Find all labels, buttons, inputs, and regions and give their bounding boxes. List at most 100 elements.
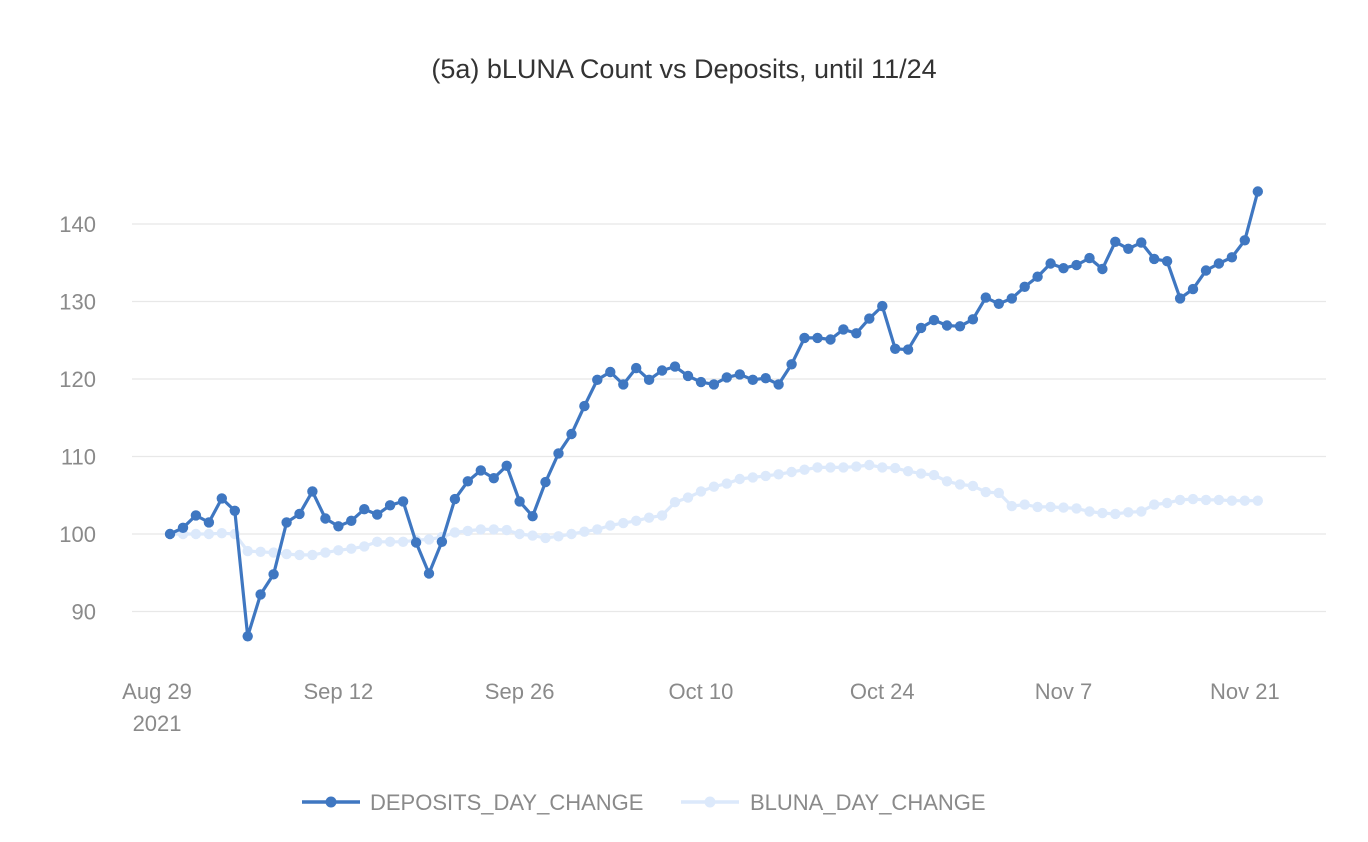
data-point-deposits_day_change-24[interactable] xyxy=(475,465,486,476)
data-point-deposits_day_change-69[interactable] xyxy=(1058,263,1069,274)
data-point-deposits_day_change-64[interactable] xyxy=(993,298,1004,309)
data-point-bluna_day_change-76[interactable] xyxy=(1149,499,1160,510)
data-point-deposits_day_change-32[interactable] xyxy=(579,400,590,412)
data-point-deposits_day_change-6[interactable] xyxy=(242,631,253,642)
data-point-deposits_day_change-46[interactable] xyxy=(760,373,771,384)
data-point-bluna_day_change-23[interactable] xyxy=(462,525,473,537)
data-point-deposits_day_change-41[interactable] xyxy=(695,376,707,388)
data-point-deposits_day_change-0[interactable] xyxy=(164,528,176,540)
data-point-bluna_day_change-17[interactable] xyxy=(384,536,396,547)
data-point-deposits_day_change-30[interactable] xyxy=(553,448,564,459)
data-point-bluna_day_change-6[interactable] xyxy=(242,545,253,557)
data-point-bluna_day_change-58[interactable] xyxy=(915,468,927,479)
data-point-bluna_day_change-75[interactable] xyxy=(1136,506,1147,517)
data-point-bluna_day_change-43[interactable] xyxy=(721,478,732,489)
data-point-deposits_day_change-57[interactable] xyxy=(902,344,914,355)
data-point-bluna_day_change-48[interactable] xyxy=(786,466,797,478)
data-point-bluna_day_change-63[interactable] xyxy=(980,486,991,498)
data-point-deposits_day_change-44[interactable] xyxy=(734,369,745,380)
data-point-deposits_day_change-27[interactable] xyxy=(514,496,525,507)
data-point-bluna_day_change-4[interactable] xyxy=(216,528,227,539)
data-point-bluna_day_change-41[interactable] xyxy=(695,486,707,497)
data-point-deposits_day_change-3[interactable] xyxy=(203,517,215,528)
data-point-bluna_day_change-46[interactable] xyxy=(760,470,771,482)
data-point-bluna_day_change-69[interactable] xyxy=(1058,502,1069,513)
data-point-deposits_day_change-34[interactable] xyxy=(605,366,616,378)
data-point-deposits_day_change-4[interactable] xyxy=(216,493,227,504)
data-point-deposits_day_change-42[interactable] xyxy=(708,379,720,390)
data-point-deposits_day_change-76[interactable] xyxy=(1149,253,1160,265)
data-point-deposits_day_change-84[interactable] xyxy=(1252,186,1264,197)
data-point-bluna_day_change-10[interactable] xyxy=(294,549,305,561)
legend-item-deposits[interactable]: DEPOSITS_DAY_CHANGE xyxy=(302,790,643,815)
data-point-bluna_day_change-18[interactable] xyxy=(397,536,409,547)
data-point-bluna_day_change-26[interactable] xyxy=(501,524,512,536)
data-point-bluna_day_change-45[interactable] xyxy=(747,472,758,483)
data-point-deposits_day_change-62[interactable] xyxy=(967,314,979,325)
data-point-bluna_day_change-67[interactable] xyxy=(1032,501,1043,513)
data-point-deposits_day_change-59[interactable] xyxy=(928,314,940,326)
data-point-bluna_day_change-20[interactable] xyxy=(423,534,435,545)
data-point-bluna_day_change-44[interactable] xyxy=(734,473,745,485)
data-point-deposits_day_change-7[interactable] xyxy=(255,589,266,600)
data-point-bluna_day_change-35[interactable] xyxy=(618,517,629,529)
data-point-deposits_day_change-19[interactable] xyxy=(410,537,422,548)
data-point-bluna_day_change-50[interactable] xyxy=(812,462,823,473)
data-point-bluna_day_change-68[interactable] xyxy=(1045,501,1056,513)
data-point-deposits_day_change-52[interactable] xyxy=(838,324,849,335)
data-point-bluna_day_change-2[interactable] xyxy=(190,528,202,540)
legend[interactable]: DEPOSITS_DAY_CHANGE BLUNA_DAY_CHANGE xyxy=(302,790,986,815)
data-point-bluna_day_change-71[interactable] xyxy=(1084,506,1095,517)
data-point-deposits_day_change-10[interactable] xyxy=(294,508,305,520)
data-point-bluna_day_change-52[interactable] xyxy=(838,462,849,473)
data-point-bluna_day_change-54[interactable] xyxy=(864,459,875,471)
data-point-deposits_day_change-54[interactable] xyxy=(864,313,875,324)
data-point-bluna_day_change-13[interactable] xyxy=(333,545,344,556)
data-point-deposits_day_change-35[interactable] xyxy=(618,379,629,390)
data-point-deposits_day_change-38[interactable] xyxy=(656,365,668,376)
data-point-deposits_day_change-17[interactable] xyxy=(384,500,396,511)
data-point-deposits_day_change-25[interactable] xyxy=(488,473,499,484)
data-point-bluna_day_change-64[interactable] xyxy=(993,487,1004,499)
data-point-bluna_day_change-81[interactable] xyxy=(1213,494,1225,506)
data-point-deposits_day_change-8[interactable] xyxy=(268,569,279,580)
data-point-deposits_day_change-73[interactable] xyxy=(1110,236,1121,247)
data-point-bluna_day_change-61[interactable] xyxy=(954,479,966,490)
data-point-bluna_day_change-53[interactable] xyxy=(851,461,862,472)
data-point-bluna_day_change-7[interactable] xyxy=(255,546,266,557)
data-point-bluna_day_change-57[interactable] xyxy=(902,466,914,477)
data-point-deposits_day_change-75[interactable] xyxy=(1136,237,1147,248)
data-point-bluna_day_change-34[interactable] xyxy=(605,520,616,531)
data-point-deposits_day_change-80[interactable] xyxy=(1200,265,1212,276)
data-point-bluna_day_change-16[interactable] xyxy=(372,536,383,547)
data-point-deposits_day_change-49[interactable] xyxy=(799,332,810,344)
data-point-bluna_day_change-27[interactable] xyxy=(514,528,525,540)
data-point-bluna_day_change-51[interactable] xyxy=(825,462,836,473)
data-point-deposits_day_change-67[interactable] xyxy=(1032,271,1043,282)
data-point-bluna_day_change-25[interactable] xyxy=(488,524,499,535)
data-point-bluna_day_change-33[interactable] xyxy=(592,524,603,535)
data-point-deposits_day_change-12[interactable] xyxy=(320,513,331,524)
data-point-deposits_day_change-36[interactable] xyxy=(631,362,642,374)
data-point-deposits_day_change-71[interactable] xyxy=(1084,252,1095,264)
data-point-deposits_day_change-70[interactable] xyxy=(1071,259,1082,271)
data-point-deposits_day_change-68[interactable] xyxy=(1045,258,1056,269)
data-point-deposits_day_change-11[interactable] xyxy=(307,486,318,497)
data-point-deposits_day_change-40[interactable] xyxy=(682,370,694,382)
data-point-deposits_day_change-79[interactable] xyxy=(1187,283,1199,295)
data-point-bluna_day_change-47[interactable] xyxy=(773,469,784,480)
data-point-deposits_day_change-56[interactable] xyxy=(890,343,901,354)
data-point-bluna_day_change-84[interactable] xyxy=(1252,495,1264,506)
data-point-deposits_day_change-9[interactable] xyxy=(281,517,292,528)
data-point-bluna_day_change-56[interactable] xyxy=(890,462,901,474)
data-point-deposits_day_change-39[interactable] xyxy=(669,361,681,372)
data-point-deposits_day_change-65[interactable] xyxy=(1006,293,1017,304)
data-point-bluna_day_change-29[interactable] xyxy=(540,532,551,544)
data-point-bluna_day_change-11[interactable] xyxy=(307,549,318,561)
data-point-bluna_day_change-12[interactable] xyxy=(320,547,331,558)
data-point-deposits_day_change-13[interactable] xyxy=(333,521,344,532)
data-point-deposits_day_change-61[interactable] xyxy=(954,321,966,332)
data-point-deposits_day_change-66[interactable] xyxy=(1019,281,1030,292)
data-point-bluna_day_change-70[interactable] xyxy=(1071,503,1082,514)
data-point-deposits_day_change-23[interactable] xyxy=(462,476,473,487)
